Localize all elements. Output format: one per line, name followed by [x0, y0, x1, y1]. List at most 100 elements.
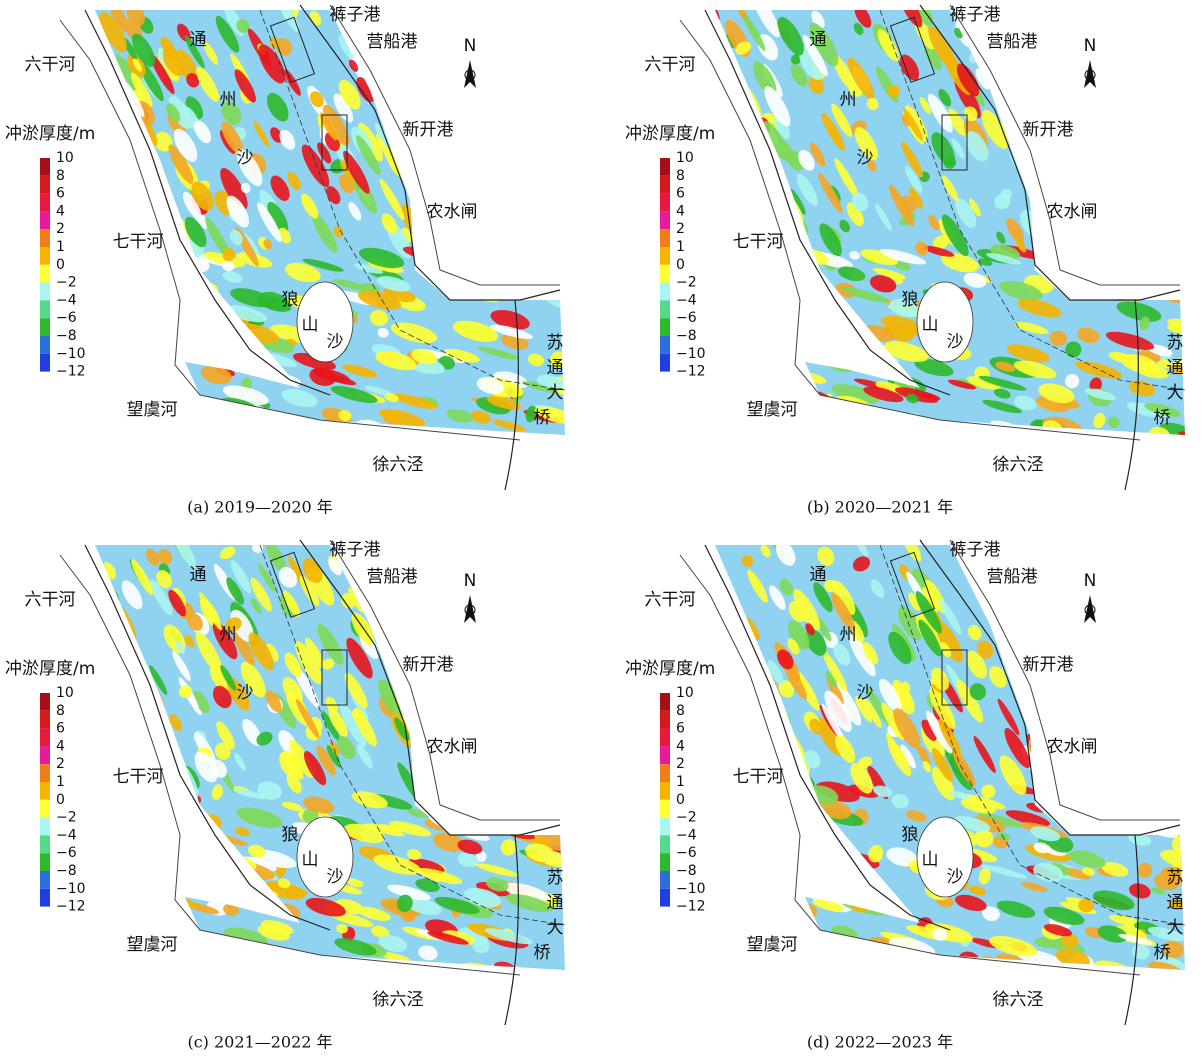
- contour-patch: [725, 680, 745, 712]
- legend-label: 2: [676, 221, 685, 237]
- contour-patch: [1059, 252, 1072, 264]
- contour-patch: [413, 615, 431, 640]
- contour-patch: [302, 258, 344, 272]
- contour-patch: [141, 848, 187, 868]
- contour-patch: [547, 118, 559, 135]
- contour-patch: [1015, 237, 1027, 253]
- contour-patch: [400, 74, 422, 110]
- contour-patch: [182, 940, 223, 958]
- contour-patch: [248, 844, 266, 858]
- contour-patch: [103, 334, 126, 344]
- contour-patch: [969, 683, 987, 701]
- contour-patch: [122, 298, 154, 311]
- right-levee: [949, 539, 1180, 821]
- contour-patch: [120, 716, 141, 741]
- contour-patch: [989, 935, 1038, 957]
- legend-label: 4: [676, 203, 685, 219]
- contour-patch: [494, 724, 516, 755]
- contour-patch: [95, 209, 100, 229]
- contour-patch: [224, 617, 242, 633]
- contour-patch: [726, 679, 748, 711]
- contour-patch: [1148, 666, 1167, 695]
- contour-patch: [748, 296, 793, 314]
- legend-label: 1: [676, 774, 685, 790]
- contour-patch: [1162, 940, 1184, 959]
- place-label: 徐六泾: [993, 455, 1044, 475]
- contour-patch: [500, 839, 517, 856]
- contour-patch: [744, 712, 767, 749]
- contour-patch: [444, 639, 460, 652]
- contour-patch: [974, 829, 994, 848]
- contour-patch: [100, 415, 116, 432]
- legend-swatch: [660, 728, 670, 747]
- north-arrow: [1084, 595, 1096, 623]
- contour-patch: [540, 717, 559, 744]
- contour-patch: [849, 250, 860, 260]
- contour-patch: [164, 850, 183, 861]
- contour-patch: [732, 143, 749, 168]
- contour-patch: [95, 684, 109, 701]
- contour-patch: [354, 263, 384, 274]
- contour-patch: [735, 888, 752, 905]
- contour-patch: [1099, 213, 1125, 256]
- contour-patch: [358, 247, 405, 269]
- panel-caption: (c) 2021—2022 年: [187, 1033, 332, 1052]
- contour-patch: [1142, 158, 1164, 194]
- contour-patch: [1137, 183, 1153, 207]
- contour-patch: [482, 559, 492, 573]
- contour-patch: [931, 748, 954, 782]
- contour-patch: [1038, 383, 1075, 404]
- contour-patch: [134, 265, 162, 278]
- contour-patch: [747, 352, 790, 369]
- contour-patch: [375, 351, 417, 371]
- contour-patch: [185, 880, 216, 896]
- contour-patch: [436, 430, 452, 435]
- contour-patch: [831, 384, 879, 404]
- legend-label: −2: [56, 810, 77, 826]
- contour-patch: [960, 798, 996, 814]
- contour-patch: [392, 393, 438, 409]
- contour-patch: [444, 348, 480, 363]
- contour-patch: [511, 165, 530, 189]
- contour-patch: [525, 589, 543, 612]
- contour-patch: [431, 801, 444, 810]
- contour-patch: [98, 179, 113, 193]
- contour-patch: [378, 408, 426, 428]
- left-bank: [704, 9, 951, 396]
- contour-patch: [169, 279, 193, 291]
- legend-label: 10: [676, 150, 694, 166]
- contour-patch: [194, 751, 218, 783]
- place-label: 大: [547, 918, 564, 938]
- right-bank: [919, 4, 1181, 301]
- legend-label: 2: [56, 221, 65, 237]
- contour-patch: [444, 69, 459, 89]
- contour-patch: [490, 615, 505, 633]
- contour-patch: [234, 752, 246, 771]
- contour-patch: [1057, 10, 1076, 29]
- contour-patch: [889, 298, 921, 318]
- place-label: 七干河: [733, 767, 784, 787]
- contour-patch: [266, 951, 300, 970]
- contour-patch: [942, 175, 959, 202]
- contour-patch: [448, 10, 464, 22]
- contour-patch: [493, 214, 509, 236]
- contour-patch: [105, 180, 117, 196]
- contour-patch: [109, 10, 130, 32]
- contour-patch: [982, 906, 1000, 921]
- contour-patch: [1049, 330, 1068, 347]
- left-bank: [84, 544, 331, 931]
- contour-patch: [997, 832, 1011, 841]
- contour-patch: [715, 374, 750, 389]
- contour-patch: [802, 877, 830, 888]
- contour-patch: [303, 796, 335, 814]
- contour-patch: [819, 223, 842, 257]
- contour-patch: [751, 902, 766, 914]
- contour-patch: [1142, 602, 1166, 639]
- place-label: 州: [840, 90, 857, 110]
- contour-patch: [559, 660, 565, 681]
- contour-patch: [540, 760, 559, 786]
- legend-swatch: [40, 175, 50, 194]
- contour-patch: [938, 718, 962, 756]
- legend-swatch: [40, 710, 50, 729]
